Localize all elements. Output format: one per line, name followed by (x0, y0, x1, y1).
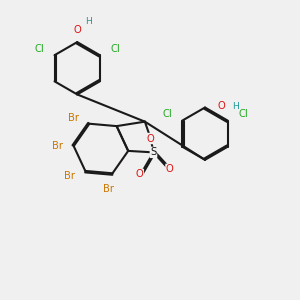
Text: Br: Br (103, 184, 114, 194)
Text: S: S (150, 147, 157, 158)
Text: Br: Br (68, 113, 80, 123)
Text: Cl: Cl (34, 44, 44, 54)
Text: O: O (147, 134, 154, 143)
Text: Cl: Cl (238, 109, 248, 119)
Text: H: H (85, 17, 92, 26)
Text: Cl: Cl (162, 109, 172, 119)
Text: Br: Br (64, 171, 75, 181)
Text: O: O (218, 101, 225, 111)
Text: Cl: Cl (110, 44, 120, 54)
Text: O: O (73, 25, 81, 34)
Text: O: O (136, 169, 143, 179)
Text: H: H (232, 101, 239, 110)
Text: O: O (166, 164, 174, 174)
Text: Br: Br (52, 141, 63, 151)
